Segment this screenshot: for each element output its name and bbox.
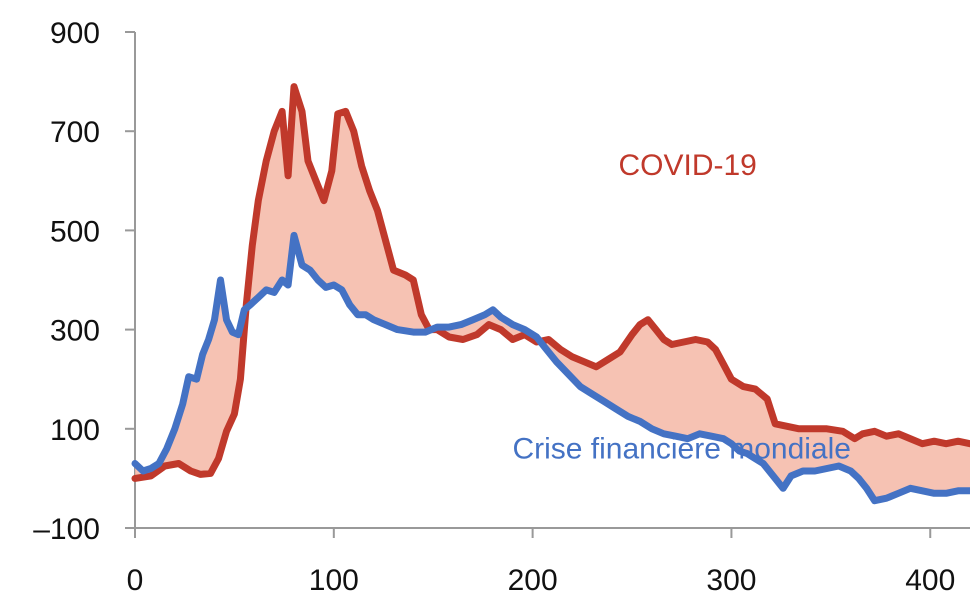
x-tick-label: 400 [905,564,955,597]
label-crise-financiere-mondiale: Crise financière mondiale [512,433,851,466]
series-line-covid-19 [131,83,970,482]
series-layer [131,83,970,505]
y-tick-label: 100 [50,414,100,447]
x-tick-label: 0 [127,564,144,597]
annotation-layer: COVID-19 Crise financière mondiale [512,149,851,466]
y-axis: 900 700 500 300 100 –100 [33,17,136,546]
x-axis: 0 100 200 300 400 [127,527,970,597]
x-tick-label: 200 [508,564,558,597]
y-tick-label: 700 [50,116,100,149]
label-covid-19: COVID-19 [619,149,757,182]
y-tick-label: –100 [33,513,100,546]
series-line-crise-financiere-mondiale [131,231,970,505]
y-tick-label: 500 [50,215,100,248]
x-tick-label: 100 [309,564,359,597]
x-tick-label: 300 [706,564,756,597]
y-tick-label: 300 [50,315,100,348]
y-tick-label: 900 [50,17,100,50]
